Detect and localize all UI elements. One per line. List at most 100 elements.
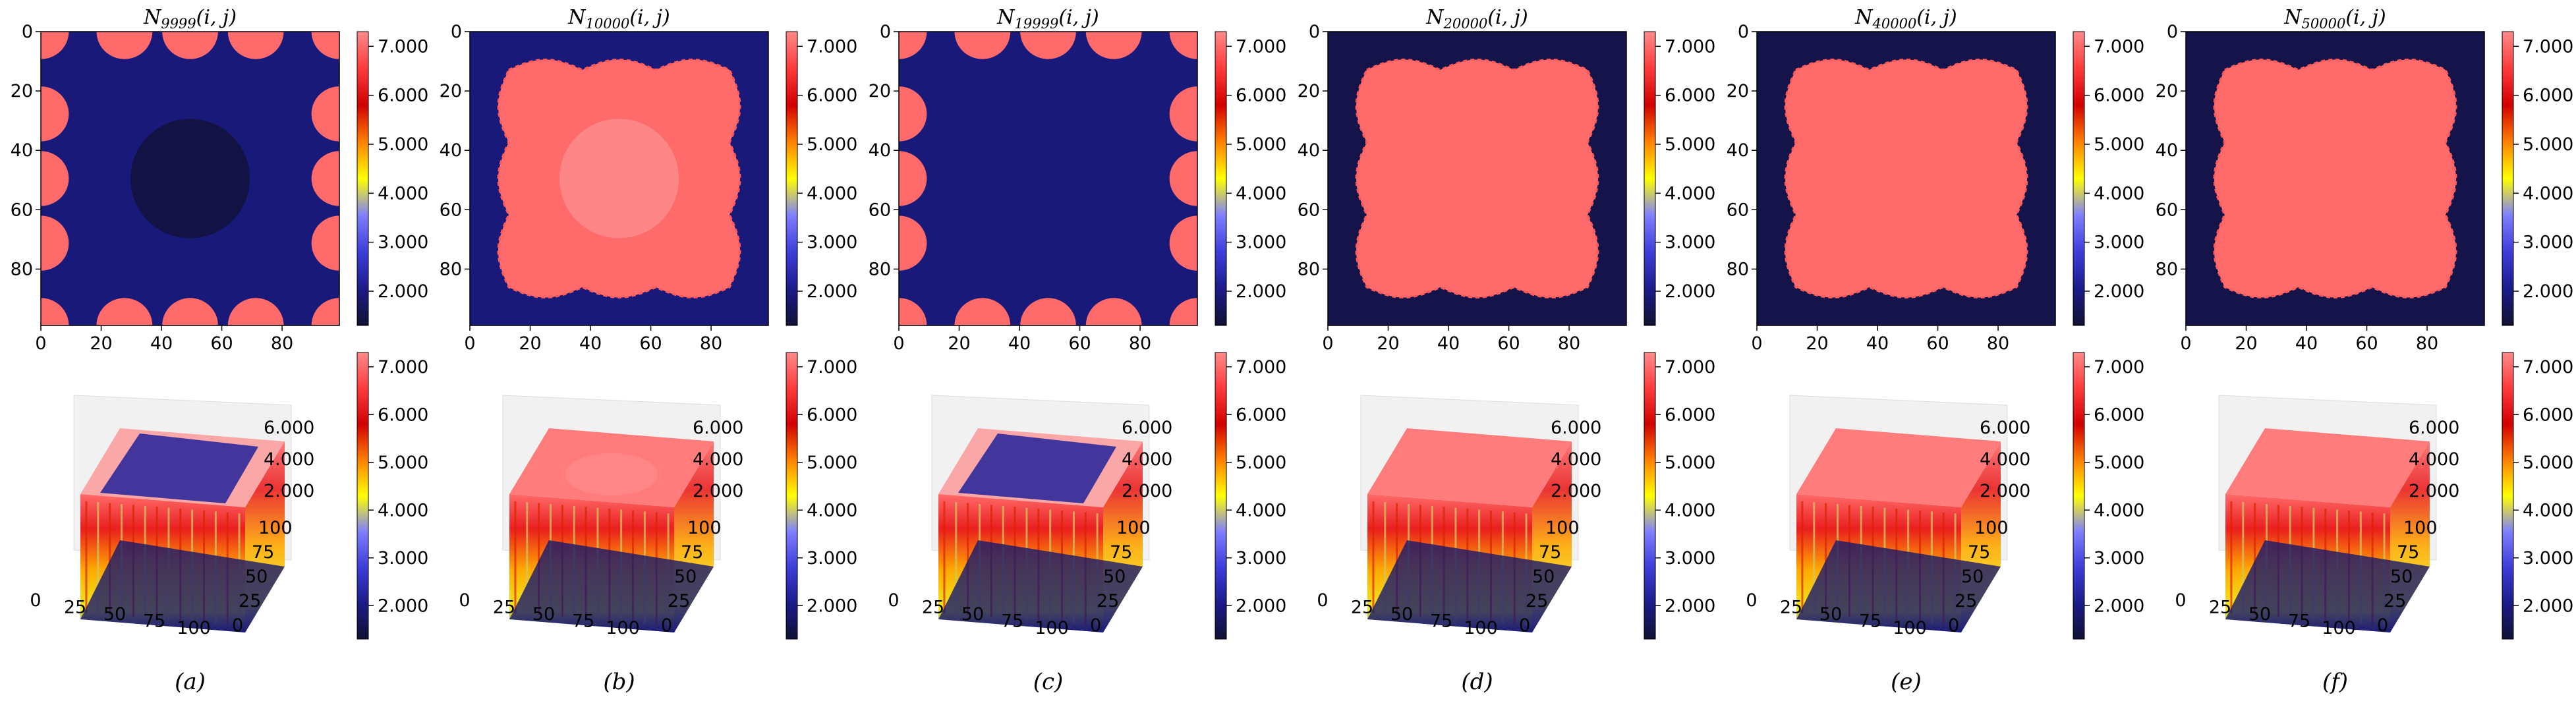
- surface-ytick-label: 50: [1961, 567, 1984, 587]
- panel-title: N50000(i, j): [2283, 6, 2386, 32]
- colorbar-tick-label: 7.000: [1665, 36, 1715, 57]
- colorbar-tick-label: 2.000: [2523, 596, 2573, 616]
- surface-valley: [100, 434, 258, 503]
- colorbar-tick-label: 5.000: [1236, 134, 1286, 155]
- panel-b: N10000(i, j)0 20 40 60 800204060802.0003.000…: [440, 6, 858, 695]
- colorbar-tick-label: 7.000: [2094, 36, 2144, 57]
- heatmap-ytick-label: 0: [451, 22, 462, 42]
- panel-caption: (b): [603, 669, 635, 695]
- heatmap-inner-region: [1355, 58, 1599, 299]
- colorbar-tick-label: 3.000: [807, 548, 857, 569]
- surface-floor: [2225, 540, 2430, 632]
- heatmap-a: [41, 32, 339, 325]
- title-symbol: N: [143, 6, 162, 29]
- surface-ztick-label: 4.000: [264, 449, 314, 470]
- surface-xtick-label: 25: [493, 598, 515, 618]
- surface-ytick-label: 50: [1532, 567, 1555, 587]
- surface-xtick-label: 50: [532, 604, 555, 625]
- panel-title: N9999(i, j): [143, 6, 237, 32]
- title-suffix: (i, j): [1916, 6, 1957, 29]
- heatmap-xtick-label: 0: [2180, 333, 2191, 354]
- heatmap-lobe: [899, 298, 927, 325]
- surface-ytick-label: 75: [252, 542, 274, 563]
- surface-floor: [1796, 540, 2001, 632]
- heatmap-ytick-label: 0: [2167, 22, 2178, 42]
- heatmap-xtick-label: 20: [948, 333, 970, 354]
- colorbar-tick-label: 3.000: [2094, 233, 2144, 253]
- surface-ytick-label: 0: [1948, 615, 1959, 636]
- title-suffix: (i, j): [2345, 6, 2386, 29]
- heatmap-xtick-label: 40: [1437, 333, 1460, 354]
- surface-ztick-label: 6.000: [264, 418, 314, 438]
- heatmap-lobe: [1169, 215, 1197, 271]
- heatmap-xtick-label: 0: [1751, 333, 1762, 354]
- surface-ztick-label: 6.000: [693, 418, 743, 438]
- heatmap-ytick-label: 0: [880, 22, 891, 42]
- heatmap-lobe: [954, 298, 1011, 325]
- colorbar-top: [786, 31, 798, 326]
- title-subscript: 10000: [586, 16, 630, 32]
- surface-xtick-label: 25: [1351, 598, 1373, 618]
- heatmap-lobe: [96, 32, 153, 59]
- surface-ytick-label: 50: [1103, 567, 1126, 587]
- colorbar-tick-label: 2.000: [378, 281, 428, 302]
- heatmap-ytick-label: 80: [2156, 259, 2178, 279]
- title-symbol: N: [1854, 6, 1874, 29]
- heatmap-lobe: [899, 151, 927, 206]
- heatmap-lobe: [41, 298, 69, 325]
- surface-ytick-label: 25: [1526, 591, 1548, 611]
- heatmap-f: [2186, 32, 2484, 325]
- surface-ytick-label: 100: [2403, 518, 2438, 538]
- surface-xtick-label: 50: [961, 604, 984, 625]
- surface-xtick-label: 0: [30, 590, 41, 611]
- heatmap-xtick-label: 0: [893, 333, 904, 354]
- title-suffix: (i, j): [1058, 6, 1099, 29]
- heatmap-lobe: [162, 32, 218, 59]
- surface-top: [2225, 428, 2430, 507]
- colorbar-tick-label: 3.000: [2094, 548, 2144, 569]
- colorbar-top: [2073, 31, 2085, 326]
- heatmap-xtick-label: 60: [1926, 333, 1949, 354]
- heatmap-lobe: [1020, 32, 1076, 59]
- surface-ztick-label: 2.000: [1551, 481, 1601, 501]
- panel-a: N9999(i, j) 0 20 40 60 80 0 20 40 60 80 2.000 3.000 4…: [11, 6, 429, 695]
- heatmap-lobe: [162, 298, 218, 325]
- surface-ztick-label: 2.000: [264, 481, 314, 501]
- colorbar-tick-label: 6.000: [1236, 405, 1286, 425]
- colorbar-tick-label: 7.000: [1236, 36, 1286, 57]
- title-symbol: N: [996, 6, 1016, 29]
- colorbar-tick-label: 4.000: [807, 500, 857, 520]
- colorbar-tick-label: 2.000: [1236, 596, 1286, 616]
- colorbar-tick-label: 5.000: [378, 453, 428, 473]
- heatmap-ytick-label: 60: [440, 200, 462, 220]
- surface-center-disk: [565, 453, 658, 495]
- heatmap-ytick-label: 80: [869, 259, 891, 279]
- surface-floor: [938, 540, 1143, 632]
- panel-c: N19999(i, j) 0 20 40 60 80 0 20 40 60 80 2.000 3.000…: [869, 6, 1287, 695]
- colorbar-tick-label: 6.000: [2094, 405, 2144, 425]
- surface-floor: [1367, 540, 1572, 632]
- surface-xtick-label: 100: [1035, 618, 1069, 638]
- panel-title: N40000(i, j): [1854, 6, 1957, 32]
- heatmap-lobe: [899, 86, 927, 142]
- colorbar-bottom: [786, 352, 798, 640]
- heatmap-lobe: [899, 215, 927, 271]
- surface-xtick-label: 0: [459, 590, 470, 611]
- heatmap-xtick-label: 80: [1129, 333, 1151, 354]
- heatmap-xtick-label: 0: [464, 333, 475, 354]
- heatmap-ytick-label: 80: [440, 259, 462, 279]
- surface-ztick-label: 6.000: [1551, 418, 1601, 438]
- colorbar-tick-label: 5.000: [2523, 453, 2573, 473]
- heatmap-lobe: [41, 151, 69, 206]
- surface-ytick-label: 0: [232, 615, 243, 636]
- colorbar-tick-label: 3.000: [378, 548, 428, 569]
- surface-e: [1789, 395, 2008, 632]
- colorbar-tick-label: 4.000: [1665, 500, 1715, 520]
- title-suffix: (i, j): [629, 6, 670, 29]
- colorbar-tick-label: 7.000: [807, 36, 857, 57]
- colorbar-tick-label: 4.000: [807, 183, 857, 204]
- colorbar-tick-label: 4.000: [2523, 500, 2573, 520]
- title-suffix: (i, j): [196, 6, 237, 29]
- surface-ytick-label: 0: [661, 615, 672, 636]
- heatmap-lobe: [954, 32, 1011, 59]
